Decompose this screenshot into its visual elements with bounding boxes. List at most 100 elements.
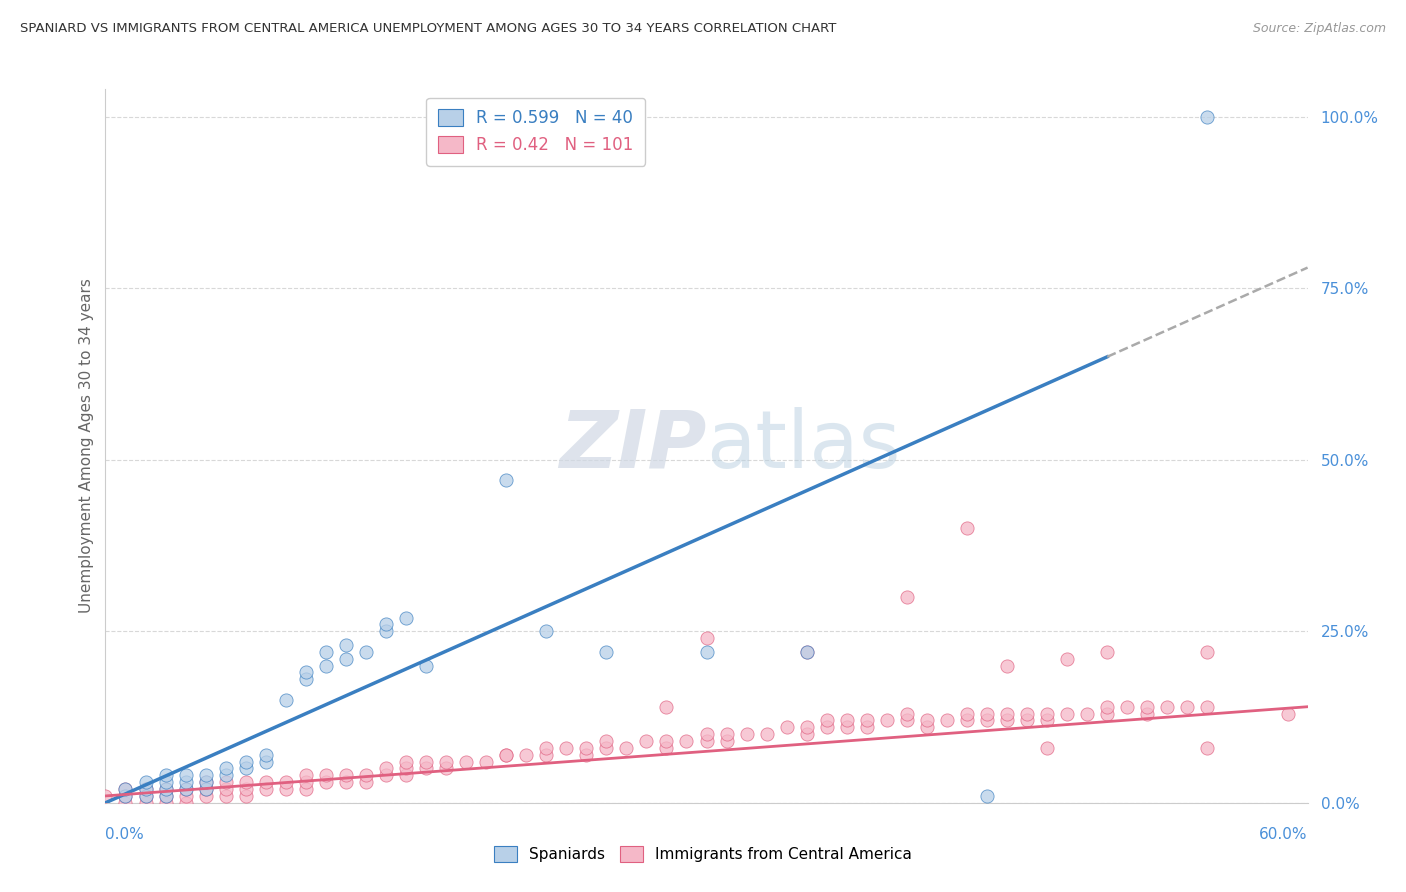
Point [1076, 706, 1098, 721]
Point [475, 755, 498, 769]
Point [295, 673, 318, 687]
Point [1056, 706, 1078, 721]
Point [235, 782, 257, 797]
Point [1177, 699, 1199, 714]
Point [155, 782, 177, 797]
Point [434, 755, 457, 769]
Point [174, 782, 197, 797]
Point [214, 775, 236, 789]
Point [896, 714, 918, 728]
Point [835, 720, 858, 734]
Point [395, 768, 418, 782]
Point [114, 789, 136, 803]
Point [335, 775, 357, 789]
Point [135, 796, 157, 810]
Point [495, 747, 517, 762]
Point [1156, 699, 1178, 714]
Point [335, 768, 357, 782]
Point [595, 740, 617, 755]
Point [354, 775, 377, 789]
Point [915, 720, 938, 734]
Point [395, 755, 418, 769]
Point [976, 706, 998, 721]
Point [254, 782, 277, 797]
Point [114, 782, 136, 797]
Point [675, 734, 697, 748]
Point [374, 624, 398, 639]
Point [454, 755, 477, 769]
Point [254, 747, 277, 762]
Point [1136, 699, 1159, 714]
Point [374, 762, 398, 776]
Point [295, 775, 318, 789]
Point [655, 734, 678, 748]
Point [915, 714, 938, 728]
Point [155, 796, 177, 810]
Point [1036, 706, 1059, 721]
Point [254, 755, 277, 769]
Point [235, 775, 257, 789]
Point [135, 782, 157, 797]
Point [194, 768, 217, 782]
Text: SPANIARD VS IMMIGRANTS FROM CENTRAL AMERICA UNEMPLOYMENT AMONG AGES 30 TO 34 YEA: SPANIARD VS IMMIGRANTS FROM CENTRAL AMER… [20, 22, 837, 36]
Point [194, 775, 217, 789]
Point [315, 658, 337, 673]
Point [1097, 699, 1119, 714]
Point [976, 714, 998, 728]
Point [135, 782, 157, 797]
Point [295, 782, 318, 797]
Point [315, 768, 337, 782]
Point [1116, 699, 1139, 714]
Point [534, 747, 557, 762]
Point [174, 789, 197, 803]
Point [114, 789, 136, 803]
Point [235, 762, 257, 776]
Point [515, 747, 537, 762]
Point [434, 762, 457, 776]
Point [315, 775, 337, 789]
Point [235, 755, 257, 769]
Point [796, 645, 818, 659]
Point [254, 775, 277, 789]
Point [796, 645, 818, 659]
Point [1197, 699, 1219, 714]
Point [415, 755, 437, 769]
Point [155, 789, 177, 803]
Point [415, 762, 437, 776]
Point [534, 740, 557, 755]
Point [114, 796, 136, 810]
Point [575, 747, 598, 762]
Point [374, 617, 398, 632]
Point [114, 782, 136, 797]
Point [995, 658, 1018, 673]
Point [354, 768, 377, 782]
Point [174, 768, 197, 782]
Point [936, 714, 959, 728]
Point [655, 740, 678, 755]
Text: Source: ZipAtlas.com: Source: ZipAtlas.com [1253, 22, 1386, 36]
Point [155, 768, 177, 782]
Point [214, 789, 236, 803]
Point [135, 775, 157, 789]
Point [595, 645, 617, 659]
Legend: Spaniards, Immigrants from Central America: Spaniards, Immigrants from Central Ameri… [488, 840, 918, 868]
Point [896, 590, 918, 604]
Point [135, 789, 157, 803]
Point [956, 521, 979, 535]
Point [1197, 645, 1219, 659]
Point [1197, 740, 1219, 755]
Point [796, 720, 818, 734]
Point [94, 789, 117, 803]
Point [575, 740, 598, 755]
Point [696, 645, 718, 659]
Point [354, 645, 377, 659]
Point [1017, 714, 1039, 728]
Point [835, 714, 858, 728]
Point [194, 789, 217, 803]
Point [755, 727, 778, 741]
Point [155, 775, 177, 789]
Point [174, 796, 197, 810]
Point [1017, 706, 1039, 721]
Point [896, 706, 918, 721]
Point [815, 714, 838, 728]
